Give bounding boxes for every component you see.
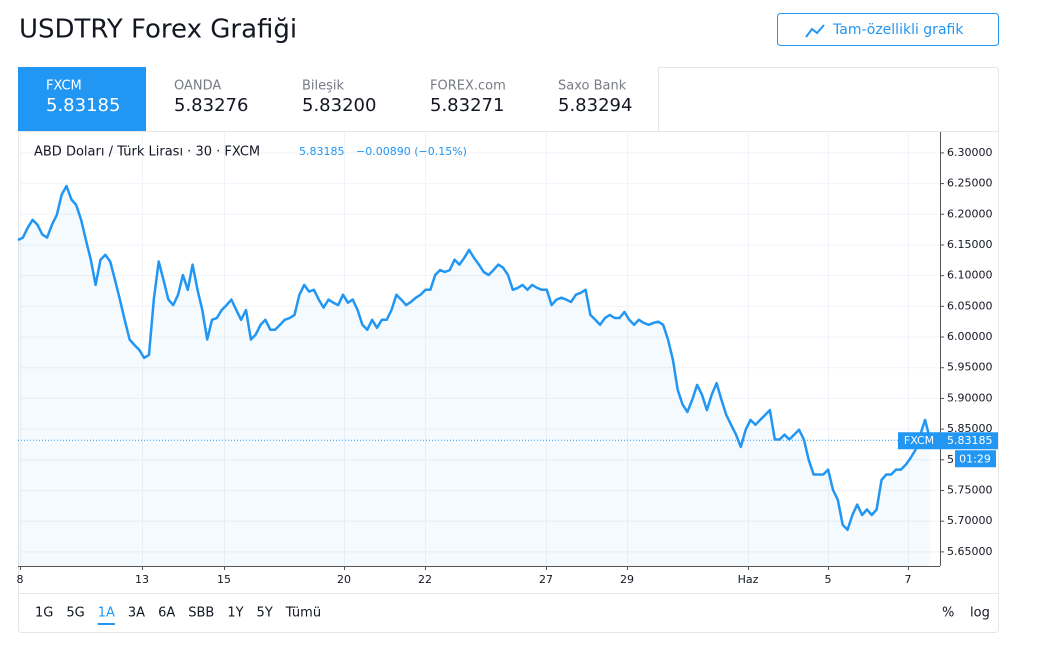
x-tick-label: Haz	[738, 573, 759, 586]
range-button[interactable]: 5G	[66, 606, 84, 621]
y-tick-label: 6.05000	[947, 299, 993, 312]
tab-price: 5.83200	[302, 95, 376, 116]
range-button[interactable]: 1G	[35, 606, 53, 621]
y-tick-label: 6.20000	[947, 207, 993, 220]
scale-option[interactable]: %	[942, 606, 954, 621]
countdown: 01:29	[959, 452, 991, 465]
area	[18, 186, 930, 566]
x-tick-label: 20	[337, 573, 351, 586]
last-label: FXCM	[904, 434, 934, 447]
tab-name: OANDA	[174, 79, 221, 94]
x-tick-label: 7	[905, 573, 912, 586]
tab[interactable]	[530, 67, 658, 131]
tab-name: Bileşik	[302, 79, 345, 94]
range-button[interactable]: 6A	[158, 606, 175, 621]
tab[interactable]	[402, 67, 530, 131]
y-tick-label: 5.90000	[947, 391, 993, 404]
y-tick-label: 6.25000	[947, 177, 993, 190]
legend-price: 5.83185	[299, 145, 345, 158]
tab-price: 5.83294	[558, 95, 632, 116]
tab-name: FOREX.com	[430, 79, 506, 94]
last-badge-name	[898, 432, 940, 450]
page-title: USDTRY Forex Grafiği	[19, 15, 297, 45]
y-tick-label: 5.70000	[947, 514, 993, 527]
x-tick-label: 29	[620, 573, 634, 586]
range-button[interactable]: Tümü	[285, 606, 321, 621]
tab-price: 5.83276	[174, 95, 248, 116]
y-tick-label: 6.10000	[947, 269, 993, 282]
tab-price: 5.83271	[430, 95, 504, 116]
tab[interactable]	[146, 67, 274, 131]
x-tick-label: 27	[539, 573, 553, 586]
y-tick-label: 5.85000	[947, 422, 993, 435]
full-chart-button[interactable]	[777, 13, 999, 46]
range-button[interactable]: 1Y	[227, 606, 243, 621]
range-button[interactable]: 1A	[98, 606, 115, 621]
y-tick-label: 5.65000	[947, 545, 993, 558]
legend-symbol: ABD Doları / Türk Lirası · 30 · FXCM	[34, 145, 260, 160]
scale-option[interactable]: log	[970, 606, 990, 621]
y-tick-label: 5.75000	[947, 483, 993, 496]
tab-price: 5.83185	[46, 95, 120, 116]
x-tick-label: 8	[17, 573, 24, 586]
y-tick-label: 6.15000	[947, 238, 993, 251]
range-button[interactable]: 3A	[128, 606, 145, 621]
x-tick-label: 13	[135, 573, 149, 586]
x-tick-label: 5	[825, 573, 832, 586]
button-label: Tam-özellikli grafik	[832, 22, 964, 38]
tab[interactable]	[274, 67, 402, 131]
x-tick-label: 15	[217, 573, 231, 586]
range-button[interactable]: SBB	[188, 606, 214, 621]
line	[17, 184, 932, 532]
tab-name: FXCM	[46, 79, 82, 94]
last-badge	[940, 432, 998, 450]
legend-change: −0.00890 (−0.15%)	[356, 145, 467, 158]
y-tick-label: 5.95000	[947, 361, 993, 374]
tab-name: Saxo Bank	[558, 79, 627, 94]
tab[interactable]	[18, 67, 146, 131]
y-tick-label: 6.00000	[947, 330, 993, 343]
x-tick-label: 22	[418, 573, 432, 586]
last-value: 5.83185	[947, 434, 993, 447]
y-tick-label: 6.30000	[947, 146, 993, 159]
range-button[interactable]: 5Y	[257, 606, 273, 621]
countdown-badge	[955, 450, 996, 468]
button-icon	[805, 24, 825, 38]
